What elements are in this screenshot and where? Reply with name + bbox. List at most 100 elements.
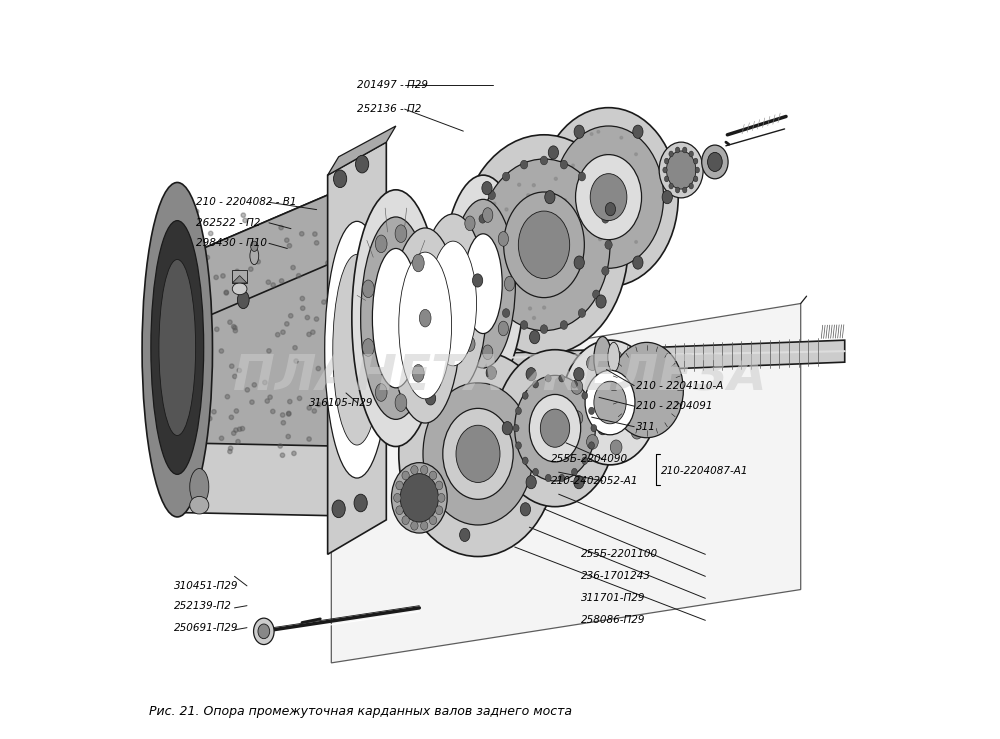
Circle shape: [291, 265, 295, 270]
Circle shape: [289, 313, 293, 318]
Text: 252139-П2: 252139-П2: [174, 601, 231, 610]
Circle shape: [278, 443, 282, 448]
Ellipse shape: [589, 442, 594, 449]
Ellipse shape: [232, 283, 247, 295]
Ellipse shape: [237, 291, 249, 309]
Ellipse shape: [325, 222, 389, 478]
Circle shape: [234, 428, 238, 432]
Text: 311: 311: [636, 422, 656, 432]
Ellipse shape: [411, 466, 418, 474]
Ellipse shape: [522, 392, 528, 399]
Ellipse shape: [190, 497, 209, 514]
Circle shape: [205, 255, 210, 259]
Ellipse shape: [585, 370, 635, 435]
Ellipse shape: [396, 481, 403, 490]
Ellipse shape: [605, 202, 616, 216]
Ellipse shape: [362, 338, 374, 356]
Circle shape: [307, 406, 311, 410]
Ellipse shape: [419, 310, 431, 327]
Circle shape: [214, 275, 218, 279]
Ellipse shape: [390, 228, 460, 423]
Circle shape: [305, 316, 310, 320]
Ellipse shape: [675, 187, 680, 193]
Ellipse shape: [639, 395, 651, 410]
Ellipse shape: [529, 330, 540, 344]
Ellipse shape: [702, 145, 728, 179]
Polygon shape: [177, 183, 357, 516]
Ellipse shape: [395, 394, 407, 412]
Ellipse shape: [582, 392, 588, 399]
Circle shape: [307, 332, 311, 336]
Polygon shape: [232, 270, 247, 283]
Circle shape: [332, 236, 336, 241]
Ellipse shape: [430, 241, 477, 366]
Ellipse shape: [540, 156, 548, 165]
Circle shape: [245, 388, 250, 392]
Ellipse shape: [689, 183, 693, 189]
Circle shape: [276, 333, 280, 337]
Ellipse shape: [333, 254, 381, 445]
Ellipse shape: [695, 167, 699, 173]
Ellipse shape: [663, 167, 667, 173]
Circle shape: [529, 307, 532, 310]
Text: 311701-П29: 311701-П29: [581, 593, 645, 603]
Circle shape: [187, 429, 191, 433]
Circle shape: [339, 262, 343, 267]
Circle shape: [493, 202, 496, 205]
Ellipse shape: [464, 234, 502, 333]
Ellipse shape: [151, 221, 204, 474]
Ellipse shape: [483, 345, 493, 360]
Circle shape: [219, 349, 224, 353]
Ellipse shape: [576, 154, 642, 239]
Ellipse shape: [479, 267, 486, 276]
Circle shape: [293, 346, 297, 350]
Ellipse shape: [394, 494, 401, 503]
Circle shape: [225, 395, 230, 399]
Circle shape: [287, 244, 292, 248]
Ellipse shape: [362, 280, 374, 298]
Circle shape: [233, 374, 237, 378]
Ellipse shape: [578, 172, 586, 181]
Ellipse shape: [419, 214, 487, 393]
Circle shape: [543, 306, 546, 309]
Circle shape: [285, 238, 289, 242]
Circle shape: [208, 231, 213, 236]
Ellipse shape: [250, 247, 259, 265]
Circle shape: [326, 298, 331, 302]
Circle shape: [286, 435, 290, 439]
Ellipse shape: [322, 183, 392, 517]
Circle shape: [312, 409, 316, 413]
Ellipse shape: [334, 170, 347, 188]
Text: 210-2204087-А1: 210-2204087-А1: [661, 466, 749, 476]
Circle shape: [604, 154, 607, 157]
Text: 201497 - П29: 201497 - П29: [357, 80, 428, 90]
Ellipse shape: [689, 151, 693, 157]
Circle shape: [279, 279, 284, 283]
Ellipse shape: [545, 474, 551, 482]
Circle shape: [329, 395, 333, 400]
Ellipse shape: [476, 240, 483, 249]
Ellipse shape: [560, 160, 568, 169]
Ellipse shape: [402, 471, 409, 480]
Text: 310451-П29: 310451-П29: [174, 581, 238, 591]
Circle shape: [187, 296, 192, 301]
Ellipse shape: [515, 375, 595, 481]
Ellipse shape: [254, 618, 274, 644]
Text: ПЛАНЕТА ЖЕЛЕЗА: ПЛАНЕТА ЖЕЛЕЗА: [233, 353, 767, 401]
Ellipse shape: [571, 411, 583, 426]
Circle shape: [334, 421, 338, 426]
Ellipse shape: [572, 469, 577, 476]
Text: 210 - 2204082 - В1: 210 - 2204082 - В1: [196, 197, 296, 207]
Circle shape: [527, 194, 530, 197]
Circle shape: [224, 290, 228, 295]
Text: 258086-П29: 258086-П29: [581, 616, 645, 625]
Ellipse shape: [429, 471, 437, 480]
Circle shape: [339, 357, 344, 361]
Ellipse shape: [465, 216, 475, 231]
Circle shape: [232, 431, 236, 435]
Circle shape: [329, 393, 333, 398]
Text: 298430 - П10: 298430 - П10: [196, 239, 267, 248]
Circle shape: [197, 247, 201, 251]
Text: 210 - 2204091: 210 - 2204091: [636, 401, 712, 411]
Ellipse shape: [435, 506, 443, 514]
